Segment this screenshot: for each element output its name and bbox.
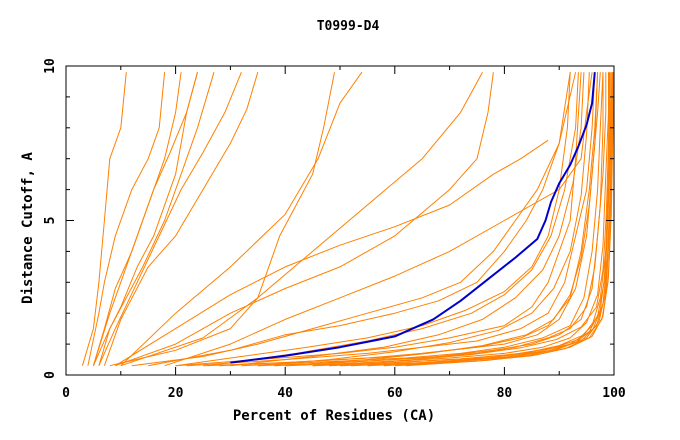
- series-line-m15: [148, 72, 571, 367]
- series-line-m31: [285, 72, 599, 367]
- series-line-m19: [202, 72, 599, 367]
- series-line-m01: [81, 72, 127, 366]
- series-line-m20: [219, 72, 601, 367]
- series-line-m21: [241, 72, 604, 367]
- y-tick-label-0: 0: [43, 371, 58, 379]
- series-line-m10: [115, 72, 494, 367]
- series-line-m11: [120, 71, 483, 367]
- series-line-m23: [274, 72, 607, 367]
- series-line-m32: [257, 72, 590, 367]
- y-tick-label-10: 10: [43, 58, 58, 74]
- series-layer: [81, 71, 614, 367]
- x-tick-label-40: 40: [277, 386, 293, 401]
- x-tick-label-20: 20: [168, 386, 184, 401]
- x-tick-label-60: 60: [387, 386, 403, 401]
- series-line-m03: [92, 72, 182, 366]
- series-line-m24: [285, 72, 609, 367]
- y-axis-label: Distance Cutoff, A: [20, 152, 36, 304]
- series-line-m12: [115, 139, 549, 367]
- axis-layer: 0 20 40 60 80 100 0 5 10: [43, 58, 626, 401]
- series-line-m09: [109, 72, 335, 367]
- series-line-m37: [405, 72, 614, 367]
- highlight-series-line: [230, 72, 596, 364]
- x-axis-label: Percent of Residues (CA): [233, 408, 435, 424]
- series-line-m35: [312, 72, 610, 367]
- plot-frame: [65, 65, 615, 376]
- series-line-m33: [230, 72, 585, 367]
- series-line-m34: [208, 72, 579, 367]
- series-line-m26: [328, 72, 612, 367]
- series-line-m05: [98, 72, 215, 366]
- series-line-m14: [131, 72, 577, 367]
- series-line-m13: [120, 71, 363, 367]
- series-line-m07: [103, 72, 259, 366]
- series-line-m02: [87, 72, 166, 366]
- series-line-m04: [92, 72, 198, 366]
- chart-title: T0999-D4: [317, 19, 380, 34]
- series-line-m28: [350, 72, 613, 367]
- series-line-m08: [92, 72, 198, 366]
- series-line-m30: [383, 72, 614, 367]
- x-tick-label-100: 100: [602, 386, 626, 401]
- x-tick-label-80: 80: [497, 386, 513, 401]
- y-tick-label-5: 5: [43, 217, 58, 225]
- series-line-m18: [186, 72, 596, 367]
- series-line-m06: [98, 72, 242, 366]
- x-tick-label-0: 0: [62, 386, 70, 401]
- series-line-m16: [164, 72, 593, 367]
